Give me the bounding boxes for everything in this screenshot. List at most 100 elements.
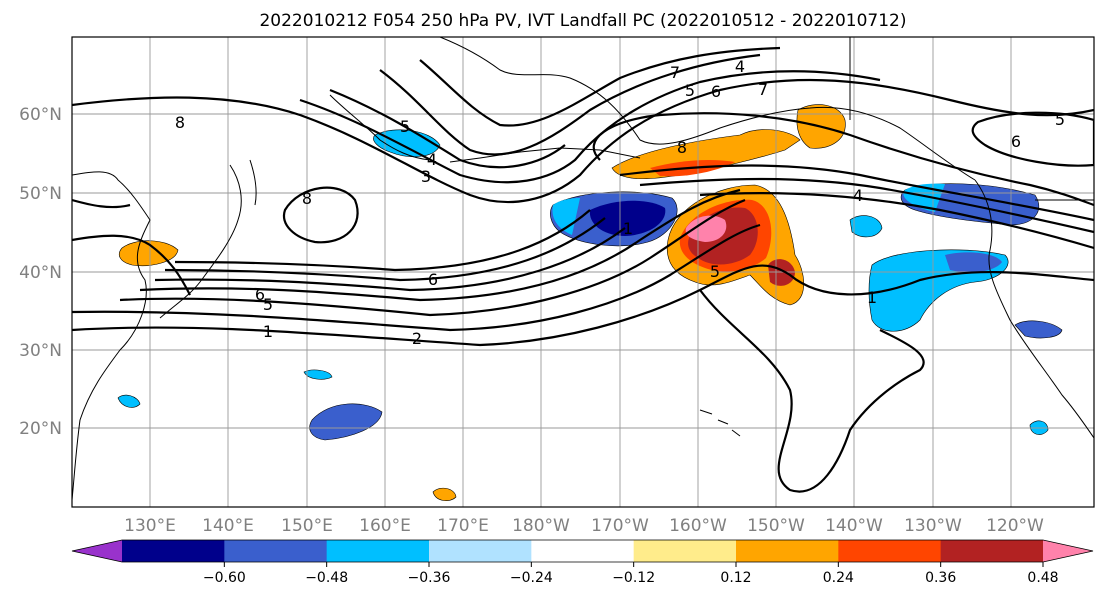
map-panel: 8 8 6 5 1 2 3 4 5 6 7 8 5 1 4 7 6 5 4 6 (71, 36, 1095, 508)
colorbar: −0.60 −0.48 −0.36 −0.24 −0.12 0.12 0.24 0.36 0.4… (71, 539, 1094, 586)
latitude-labels: 20°N 30°N 40°N 50°N 60°N (19, 105, 62, 439)
contour-label: 2 (412, 329, 422, 348)
pv-contour-5 (154, 227, 626, 292)
contour-label: 5 (685, 81, 695, 100)
contour-label: 7 (670, 63, 680, 82)
pv-contour-7 (174, 209, 591, 272)
lon-label: 170°W (591, 516, 649, 536)
contour-label: 5 (263, 295, 273, 314)
colorbar-swatch (326, 540, 430, 562)
colorbar-swatch (940, 540, 1044, 562)
contour-label: 4 (853, 186, 863, 205)
longitude-labels: 130°E 140°E 150°E 160°E 170°E 180°W 170°… (124, 516, 1044, 536)
contour-label: 3 (421, 167, 431, 186)
colorbar-swatch (122, 540, 225, 562)
lon-label: 130°W (904, 516, 962, 536)
contour-label: 1 (623, 219, 633, 238)
contour-label: 6 (255, 285, 265, 304)
pv-contour-asia-north (72, 198, 131, 209)
pv-contour-loop-8 (282, 186, 359, 244)
lat-label-50n: 50°N (19, 184, 62, 204)
pv-contour-3 (119, 198, 746, 317)
shade-navy-offshore (945, 252, 1002, 273)
lon-label: 140°E (202, 516, 254, 536)
shade-pink-core (685, 215, 727, 242)
colorbar-extend-low (72, 540, 122, 562)
pv-contour-gulf-4 (699, 192, 1094, 250)
shade-cyan-edge (552, 198, 580, 235)
colorbar-tick-label: −0.24 (510, 570, 553, 586)
coastline-kamchatka (329, 94, 431, 161)
colorbar-tick-label: −0.12 (612, 570, 655, 586)
pv-contour-jet-mid-1 (379, 53, 761, 156)
pv-contour-2 (72, 223, 761, 332)
pv-contour-asia-ridge (72, 234, 191, 296)
colorbar-tick-label: 0.48 (1027, 570, 1058, 586)
pv-contour-jet-north-2 (299, 70, 881, 184)
colorbar-swatch (429, 540, 532, 562)
pv-contour-gulf-trough (592, 112, 1094, 207)
contour-label: 6 (1011, 132, 1021, 151)
colorbar-tick-label: −0.48 (305, 570, 348, 586)
colorbar-tick-label: 0.12 (720, 570, 751, 586)
coastline-canada-border (849, 37, 1094, 201)
contour-label: 8 (302, 189, 312, 208)
shade-cyan-small-2 (303, 369, 333, 380)
contour-label: 6 (428, 270, 438, 289)
lon-label: 120°W (986, 516, 1044, 536)
pv-contour-4 (139, 188, 741, 302)
lon-label: 170°E (437, 516, 489, 536)
contour-label: 4 (735, 57, 745, 76)
colorbar-extend-high (1043, 540, 1093, 562)
colorbar-tick-label: 0.24 (823, 570, 854, 586)
colorbar-swatch (224, 540, 328, 562)
coastline-alaska (439, 37, 976, 181)
contour-label: 1 (263, 322, 273, 341)
contour-label: 4 (427, 150, 437, 169)
contour-label: 6 (711, 82, 721, 101)
colorbar-outline (71, 539, 1094, 563)
coastline-hawaii (699, 409, 741, 437)
contour-label: 8 (677, 138, 687, 157)
lat-label-40n: 40°N (19, 263, 62, 283)
colorbar-swatch (633, 540, 737, 562)
map-title: 2022010212 F054 250 hPa PV, IVT Landfall… (259, 11, 906, 31)
coastline-sakhalin (249, 159, 257, 206)
contour-label: 7 (758, 80, 768, 99)
contour-label: 5 (710, 262, 720, 281)
lon-label: 160°E (359, 516, 411, 536)
lat-label-20n: 20°N (19, 419, 62, 439)
coastline-north-america (974, 179, 1094, 439)
colorbar-swatch (531, 540, 635, 562)
colorbar-swatch (838, 540, 942, 562)
pv-contour-gulf-3 (639, 177, 1094, 234)
pv-contour-6 (164, 217, 606, 282)
map-frame (71, 36, 1095, 508)
colorbar-tick-label: 0.36 (925, 570, 956, 586)
pv-contour-jet-north-1 (72, 78, 1094, 204)
contour-label: 1 (867, 288, 877, 307)
lon-label: 150°W (747, 516, 805, 536)
lon-label: 130°E (124, 516, 176, 536)
lat-label-60n: 60°N (19, 105, 62, 125)
colorbar-tick-label: −0.60 (203, 570, 246, 586)
shade-cyan-bc (903, 183, 945, 212)
lon-label: 160°W (669, 516, 727, 536)
contour-label: 5 (1055, 110, 1065, 129)
shade-orange-small (432, 487, 457, 501)
shade-cyan-small (117, 394, 141, 408)
shade-blue-socal (1014, 320, 1063, 339)
lon-label: 180°W (512, 516, 570, 536)
pv-contour-east-loop (971, 111, 1094, 167)
contour-labels: 8 8 6 5 1 2 3 4 5 6 7 8 5 1 4 7 6 5 4 6 (175, 57, 1065, 348)
lon-label: 150°E (281, 516, 333, 536)
pv-contour-jet-north-3 (329, 88, 566, 169)
pv-contours (72, 46, 1094, 493)
coastline-aleutians (449, 147, 641, 163)
colorbar-tick-label: −0.36 (408, 570, 451, 586)
shade-cyan-east (849, 215, 883, 238)
contour-label: 5 (400, 117, 410, 136)
lat-label-30n: 30°N (19, 341, 62, 361)
contour-label: 8 (175, 113, 185, 132)
